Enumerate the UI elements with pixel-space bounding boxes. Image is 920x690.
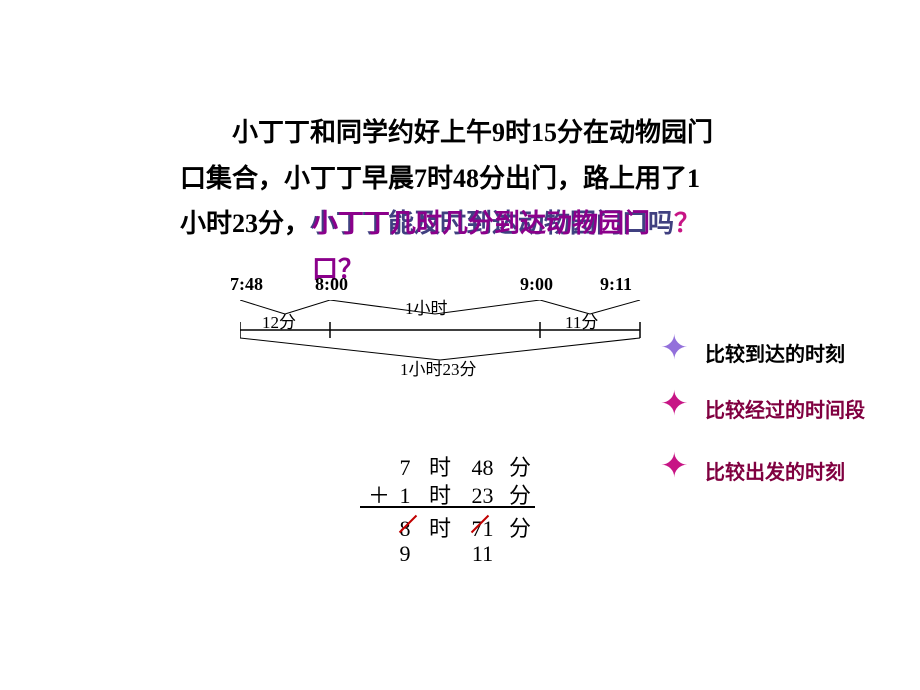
compare-arrival: 比较到达的时刻 bbox=[705, 338, 845, 367]
star-icon-2: ✦ bbox=[660, 388, 689, 422]
question-overlap: 小丁丁能及时到达动物园门口吗小丁丁几时几分到达动物园门口？ bbox=[310, 201, 674, 247]
p-l2t1: 7 bbox=[414, 164, 427, 193]
r4m: 11 bbox=[460, 541, 505, 567]
compare-duration: 比较经过的时间段 bbox=[705, 394, 865, 423]
p-l2c: 分出门，路上用了 bbox=[479, 164, 687, 193]
p-l2b: 时 bbox=[427, 164, 453, 193]
time-911: 9:11 bbox=[600, 274, 632, 295]
r2h: 1 bbox=[390, 483, 420, 509]
r4h: 9 bbox=[390, 541, 420, 567]
qmark: ？ bbox=[674, 209, 700, 238]
problem-paragraph: 小丁丁和同学约好上午9时15分在动物园门 口集合，小丁丁早晨7时48分出门，路上… bbox=[180, 110, 900, 247]
star-icon-1: ✦ bbox=[660, 332, 689, 366]
p-l2t3: 1 bbox=[687, 164, 700, 193]
calc-row3: 8时71分 bbox=[360, 511, 535, 539]
p-l1c: 分在动物园门 bbox=[557, 118, 713, 147]
p-l3b: 分， bbox=[258, 209, 310, 238]
time-748: 7:48 bbox=[230, 274, 263, 295]
r3ht: 时 bbox=[420, 511, 460, 543]
seg-12min: 12分 bbox=[262, 308, 296, 333]
p-l2a: 口集合，小丁丁早晨 bbox=[180, 164, 414, 193]
seg-11min: 11分 bbox=[565, 308, 598, 333]
plus-sign: ＋ bbox=[360, 478, 390, 510]
p-l1a: 小丁丁和同学约好上午 bbox=[232, 118, 492, 147]
p-l2t2: 48 bbox=[453, 164, 479, 193]
p-l1b: 时 bbox=[505, 118, 531, 147]
star-icon-3: ✦ bbox=[660, 450, 689, 484]
time-addition-calc: 7时48分 ＋1时23分 8时71分 9 11 bbox=[360, 450, 535, 569]
time-900: 9:00 bbox=[520, 274, 553, 295]
r2mt: 分 bbox=[505, 478, 535, 510]
seg-total: 1小时23分 bbox=[400, 355, 477, 380]
compare-departure: 比较出发的时刻 bbox=[705, 456, 845, 485]
p-l3t1: 23 bbox=[232, 209, 258, 238]
seg-1hr: 1小时 bbox=[405, 294, 448, 319]
calc-row2: ＋1时23分 bbox=[360, 478, 535, 506]
r3mt: 分 bbox=[505, 511, 535, 543]
time-800: 8:00 bbox=[315, 274, 348, 295]
calc-row1: 7时48分 bbox=[360, 450, 535, 478]
p-l3a: 小时 bbox=[180, 209, 232, 238]
r2m: 23 bbox=[460, 483, 505, 509]
calc-row4: 9 11 bbox=[360, 541, 535, 569]
r2ht: 时 bbox=[420, 478, 460, 510]
r3h: 8 bbox=[390, 516, 420, 542]
p-l1t2: 15 bbox=[531, 118, 557, 147]
p-l1t1: 9 bbox=[492, 118, 505, 147]
